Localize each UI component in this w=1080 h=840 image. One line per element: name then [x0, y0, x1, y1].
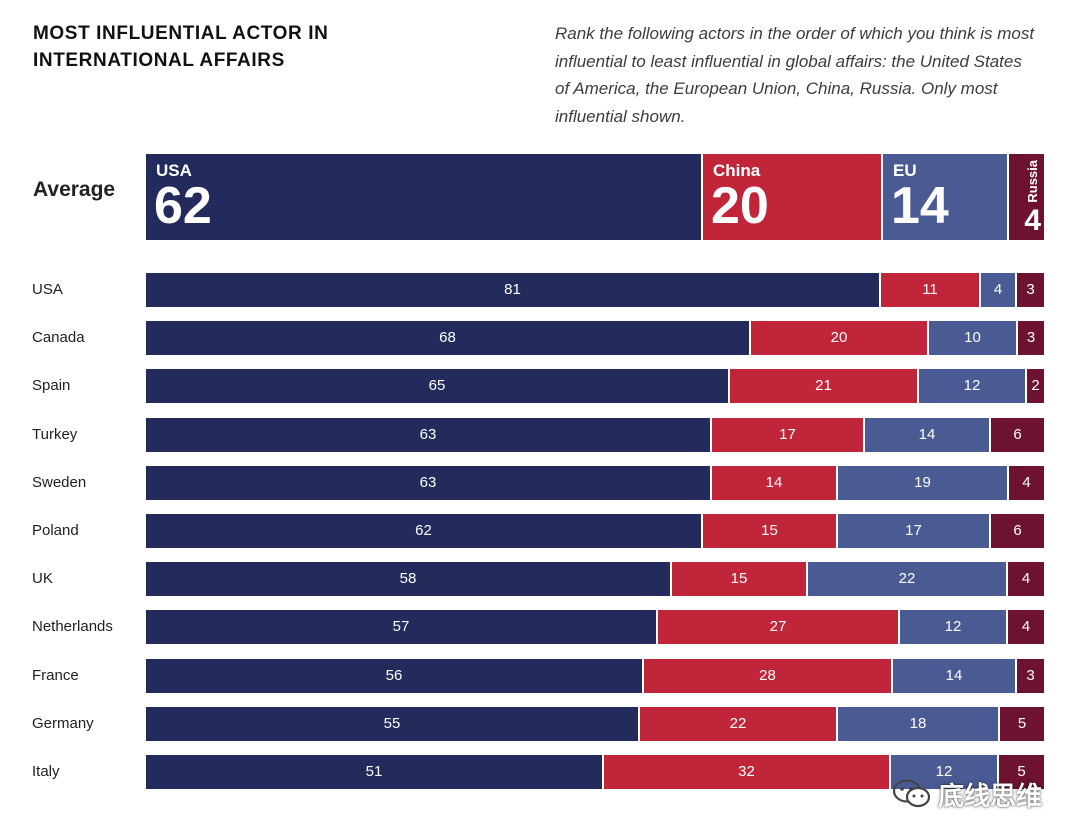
bar-segment-russia: 6 — [991, 418, 1044, 452]
bar-segment-eu: 22 — [808, 562, 1008, 596]
bar-segment-usa: 62 — [146, 514, 703, 548]
stacked-bar: 63 17 14 6 — [146, 418, 1044, 452]
bar-segment-eu: 14 — [893, 659, 1017, 693]
bar-segment-china: 22 — [640, 707, 838, 741]
chart-subtitle: Rank the following actors in the order o… — [555, 24, 1035, 126]
country-row-france: France 56 28 14 3 — [0, 659, 1080, 693]
bar-segment-russia: 6 — [991, 514, 1044, 548]
bar-segment-eu: 10 — [929, 321, 1018, 355]
country-row-canada: Canada 68 20 10 3 — [0, 321, 1080, 355]
country-label: UK — [32, 570, 53, 587]
country-row-italy: Italy 51 32 12 5 — [0, 755, 1080, 789]
bar-segment-china: 14 — [712, 466, 838, 500]
country-row-turkey: Turkey 63 17 14 6 — [0, 418, 1080, 452]
country-label: Canada — [32, 329, 85, 346]
average-segment-eu: EU 14 — [883, 154, 1009, 240]
bar-segment-china: 11 — [881, 273, 981, 307]
average-segment-value: 62 — [154, 177, 212, 235]
country-label: Netherlands — [32, 618, 113, 635]
country-label: France — [32, 667, 79, 684]
stacked-bar: 65 21 12 2 — [146, 369, 1044, 403]
bar-segment-eu: 17 — [838, 514, 991, 548]
average-segment-value: 14 — [891, 177, 949, 235]
bar-segment-china: 32 — [604, 755, 891, 789]
bar-segment-russia: 2 — [1027, 369, 1044, 403]
bar-segment-usa: 55 — [146, 707, 640, 741]
average-stacked-bar: USA 62 China 20 EU 14 Russia 4 — [146, 154, 1044, 240]
stacked-bar: 56 28 14 3 — [146, 659, 1044, 693]
stacked-bar: 57 27 12 4 — [146, 610, 1044, 644]
bar-segment-usa: 57 — [146, 610, 658, 644]
bar-segment-russia: 4 — [1009, 466, 1044, 500]
bar-segment-russia: 4 — [1008, 610, 1044, 644]
bar-segment-russia: 5 — [999, 755, 1044, 789]
bar-segment-china: 15 — [703, 514, 838, 548]
bar-segment-usa: 63 — [146, 418, 712, 452]
country-label: Spain — [32, 377, 71, 394]
bar-segment-russia: 3 — [1017, 659, 1044, 693]
stacked-bar: 68 20 10 3 — [146, 321, 1044, 355]
country-label: Italy — [32, 763, 60, 780]
bar-segment-russia: 3 — [1018, 321, 1044, 355]
bar-segment-eu: 14 — [865, 418, 991, 452]
average-segment-russia: Russia 4 — [1009, 154, 1044, 240]
country-label: Poland — [32, 522, 79, 539]
average-segment-name: China — [713, 161, 761, 180]
bar-segment-russia: 4 — [1008, 562, 1044, 596]
bar-segment-eu: 12 — [900, 610, 1008, 644]
country-row-uk: UK 58 15 22 4 — [0, 562, 1080, 596]
bar-segment-eu: 18 — [838, 707, 1000, 741]
country-label: Turkey — [32, 426, 78, 443]
country-label: Sweden — [32, 474, 87, 491]
stacked-bar: 55 22 18 5 — [146, 707, 1044, 741]
average-segment-usa: USA 62 — [146, 154, 703, 240]
chart-title: MOST INFLUENTIAL ACTOR IN INTERNATIONAL … — [33, 23, 329, 71]
country-row-netherlands: Netherlands 57 27 12 4 — [0, 610, 1080, 644]
average-label: Average — [33, 178, 116, 201]
country-label: Germany — [32, 715, 94, 732]
country-row-usa: USA 81 11 4 3 — [0, 273, 1080, 307]
bar-segment-eu: 4 — [981, 273, 1017, 307]
stacked-bar: 58 15 22 4 — [146, 562, 1044, 596]
stacked-bar: 62 15 17 6 — [146, 514, 1044, 548]
country-row-spain: Spain 65 21 12 2 — [0, 369, 1080, 403]
average-segment-name: Russia — [1025, 160, 1040, 203]
average-segment-name: USA — [156, 161, 192, 180]
stacked-bar: 51 32 12 5 — [146, 755, 1044, 789]
bar-segment-eu: 19 — [838, 466, 1009, 500]
bar-segment-usa: 51 — [146, 755, 604, 789]
bar-segment-usa: 81 — [146, 273, 881, 307]
bar-segment-russia: 3 — [1017, 273, 1044, 307]
bar-segment-eu: 12 — [919, 369, 1027, 403]
bar-segment-eu: 12 — [891, 755, 999, 789]
bar-segment-china: 20 — [751, 321, 929, 355]
average-segment-china: China 20 — [703, 154, 883, 240]
country-row-germany: Germany 55 22 18 5 — [0, 707, 1080, 741]
average-segment-value: 20 — [711, 177, 769, 235]
country-row-sweden: Sweden 63 14 19 4 — [0, 466, 1080, 500]
bar-segment-china: 15 — [672, 562, 808, 596]
average-segment-name: EU — [893, 161, 917, 180]
bar-segment-china: 28 — [644, 659, 893, 693]
bar-segment-china: 17 — [712, 418, 865, 452]
average-segment-value: 4 — [1024, 204, 1041, 237]
country-label: USA — [32, 281, 63, 298]
bar-segment-usa: 58 — [146, 562, 672, 596]
stacked-bar: 81 11 4 3 — [146, 273, 1044, 307]
bar-segment-usa: 68 — [146, 321, 751, 355]
bar-segment-usa: 56 — [146, 659, 644, 693]
stacked-bar: 63 14 19 4 — [146, 466, 1044, 500]
bar-segment-china: 21 — [730, 369, 919, 403]
country-row-poland: Poland 62 15 17 6 — [0, 514, 1080, 548]
bar-segment-china: 27 — [658, 610, 900, 644]
bar-segment-russia: 5 — [1000, 707, 1044, 741]
bar-segment-usa: 63 — [146, 466, 712, 500]
bar-segment-usa: 65 — [146, 369, 730, 403]
